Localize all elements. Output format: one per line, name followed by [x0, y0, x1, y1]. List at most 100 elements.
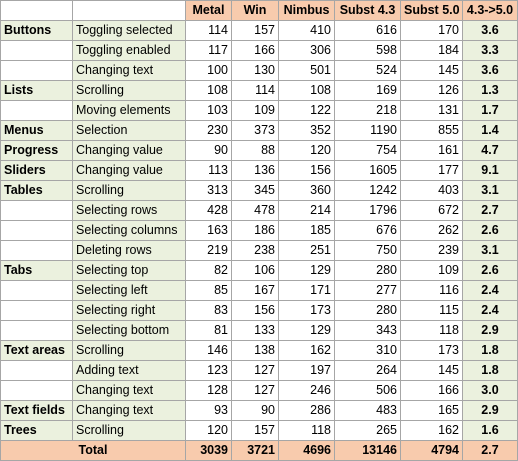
total-subst43: 13146 — [334, 440, 401, 461]
category-cell — [0, 380, 73, 401]
ratio-cell: 2.4 — [462, 300, 518, 321]
column-header: Subst 5.0 — [400, 0, 463, 21]
ratio-cell: 1.6 — [462, 420, 518, 441]
value-cell: 171 — [278, 280, 335, 301]
action-cell: Scrolling — [72, 180, 186, 201]
action-cell: Selecting rows — [72, 200, 186, 221]
ratio-cell: 2.9 — [462, 320, 518, 341]
table-row: Toggling enabled 117 166 306 598 184 3.3 — [0, 40, 518, 61]
action-cell: Changing value — [72, 160, 186, 181]
action-cell: Toggling enabled — [72, 40, 186, 61]
value-cell: 306 — [278, 40, 335, 61]
category-cell: Lists — [0, 80, 73, 101]
ratio-cell: 2.4 — [462, 280, 518, 301]
table-row: Moving elements 103 109 122 218 131 1.7 — [0, 100, 518, 121]
value-cell: 166 — [231, 40, 279, 61]
value-cell: 373 — [231, 120, 279, 141]
action-cell: Scrolling — [72, 80, 186, 101]
value-cell: 170 — [400, 20, 463, 41]
value-cell: 156 — [278, 160, 335, 181]
value-cell: 115 — [400, 300, 463, 321]
ratio-cell: 1.8 — [462, 360, 518, 381]
value-cell: 130 — [231, 60, 279, 81]
value-cell: 120 — [185, 420, 232, 441]
action-cell: Changing text — [72, 400, 186, 421]
value-cell: 81 — [185, 320, 232, 341]
table-row: Changing text 100 130 501 524 145 3.6 — [0, 60, 518, 81]
value-cell: 162 — [278, 340, 335, 361]
table-row: Trees Scrolling 120 157 118 265 162 1.6 — [0, 420, 518, 441]
value-cell: 214 — [278, 200, 335, 221]
column-header: Nimbus — [278, 0, 335, 21]
value-cell: 239 — [400, 240, 463, 261]
value-cell: 116 — [400, 280, 463, 301]
ratio-cell: 1.7 — [462, 100, 518, 121]
table-row: Sliders Changing value 113 136 156 1605 177 9.1 — [0, 160, 518, 181]
value-cell: 262 — [400, 220, 463, 241]
value-cell: 114 — [231, 80, 279, 101]
table-row: Selecting bottom 81 133 129 343 118 2.9 — [0, 320, 518, 341]
value-cell: 360 — [278, 180, 335, 201]
total-label: Total — [0, 440, 186, 461]
total-nimbus: 4696 — [278, 440, 335, 461]
value-cell: 138 — [231, 340, 279, 361]
category-cell — [0, 60, 73, 81]
value-cell: 169 — [334, 80, 401, 101]
value-cell: 251 — [278, 240, 335, 261]
ratio-cell: 1.3 — [462, 80, 518, 101]
ratio-cell: 2.6 — [462, 260, 518, 281]
value-cell: 1605 — [334, 160, 401, 181]
value-cell: 156 — [231, 300, 279, 321]
total-subst50: 4794 — [400, 440, 463, 461]
value-cell: 114 — [185, 20, 232, 41]
value-cell: 345 — [231, 180, 279, 201]
total-win: 3721 — [231, 440, 279, 461]
value-cell: 676 — [334, 220, 401, 241]
header-row: Metal Win Nimbus Subst 4.3 Subst 5.0 4.3->5.0 — [0, 0, 518, 21]
action-cell: Moving elements — [72, 100, 186, 121]
value-cell: 483 — [334, 400, 401, 421]
ratio-cell: 3.6 — [462, 20, 518, 41]
category-cell: Menus — [0, 120, 73, 141]
value-cell: 264 — [334, 360, 401, 381]
value-cell: 343 — [334, 320, 401, 341]
category-cell — [0, 320, 73, 341]
value-cell: 88 — [231, 140, 279, 161]
header-corner-cell — [0, 0, 73, 21]
value-cell: 185 — [278, 220, 335, 241]
action-cell: Selecting right — [72, 300, 186, 321]
value-cell: 129 — [278, 320, 335, 341]
ratio-cell: 4.7 — [462, 140, 518, 161]
value-cell: 1796 — [334, 200, 401, 221]
category-cell: Trees — [0, 420, 73, 441]
value-cell: 90 — [185, 140, 232, 161]
value-cell: 177 — [400, 160, 463, 181]
value-cell: 113 — [185, 160, 232, 181]
value-cell: 145 — [400, 360, 463, 381]
table-row: Changing text 128 127 246 506 166 3.0 — [0, 380, 518, 401]
value-cell: 109 — [231, 100, 279, 121]
value-cell: 162 — [400, 420, 463, 441]
value-cell: 131 — [400, 100, 463, 121]
value-cell: 219 — [185, 240, 232, 261]
value-cell: 157 — [231, 20, 279, 41]
total-ratio: 2.7 — [462, 440, 518, 461]
action-cell: Selecting bottom — [72, 320, 186, 341]
value-cell: 280 — [334, 260, 401, 281]
value-cell: 313 — [185, 180, 232, 201]
total-row: Total 3039 3721 4696 13146 4794 2.7 — [0, 440, 518, 461]
ratio-cell: 3.3 — [462, 40, 518, 61]
ratio-cell: 2.7 — [462, 200, 518, 221]
table-body: Buttons Toggling selected 114 157 410 616 170 3… — [0, 20, 518, 441]
table-row: Selecting right 83 156 173 280 115 2.4 — [0, 300, 518, 321]
category-cell — [0, 40, 73, 61]
value-cell: 166 — [400, 380, 463, 401]
value-cell: 136 — [231, 160, 279, 181]
value-cell: 501 — [278, 60, 335, 81]
value-cell: 120 — [278, 140, 335, 161]
table-row: Adding text 123 127 197 264 145 1.8 — [0, 360, 518, 381]
value-cell: 310 — [334, 340, 401, 361]
value-cell: 161 — [400, 140, 463, 161]
ratio-cell: 1.8 — [462, 340, 518, 361]
table-row: Selecting columns 163 186 185 676 262 2.6 — [0, 220, 518, 241]
